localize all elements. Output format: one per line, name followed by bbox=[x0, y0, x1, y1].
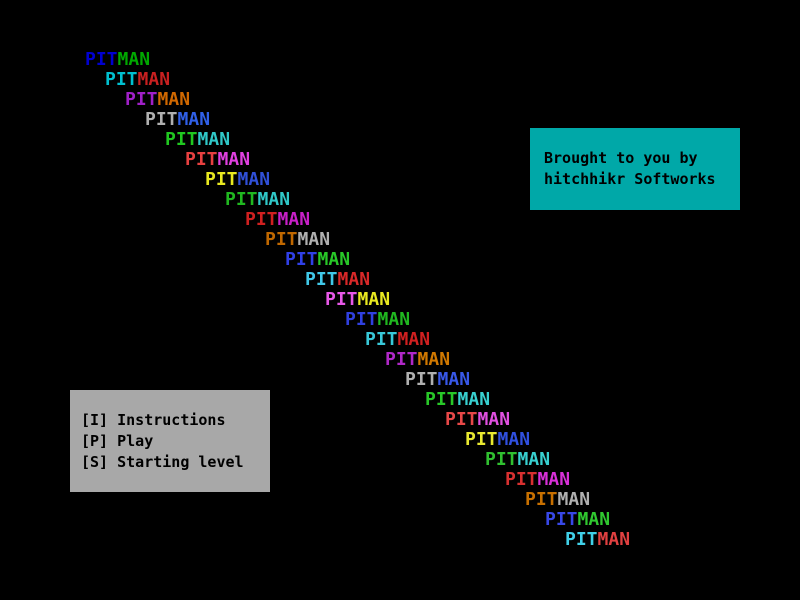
title-word-right: MAN bbox=[477, 409, 511, 430]
title-word: PITMAN bbox=[145, 111, 210, 129]
title-word-left: PIT bbox=[305, 269, 338, 290]
title-word: PITMAN bbox=[245, 211, 310, 229]
title-word-left: PIT bbox=[365, 329, 398, 350]
title-word-right: MAN bbox=[177, 109, 211, 130]
title-word-left: PIT bbox=[225, 189, 258, 210]
credit-line-1: Brought to you by bbox=[544, 149, 698, 167]
title-word: PITMAN bbox=[525, 491, 590, 509]
title-word-left: PIT bbox=[205, 169, 238, 190]
title-word-left: PIT bbox=[165, 129, 198, 150]
title-word: PITMAN bbox=[85, 51, 150, 69]
title-word-right: MAN bbox=[537, 469, 571, 490]
title-word-left: PIT bbox=[385, 349, 418, 370]
title-word-right: MAN bbox=[117, 49, 151, 70]
title-word-right: MAN bbox=[437, 369, 471, 390]
menu-item-instructions[interactable]: [I] Instructions bbox=[81, 411, 226, 429]
title-word-left: PIT bbox=[85, 49, 118, 70]
title-word: PITMAN bbox=[485, 451, 550, 469]
title-word: PITMAN bbox=[305, 271, 370, 289]
title-word-right: MAN bbox=[557, 489, 591, 510]
title-word-right: MAN bbox=[597, 529, 631, 550]
title-word-left: PIT bbox=[505, 469, 538, 490]
title-word: PITMAN bbox=[285, 251, 350, 269]
title-word-right: MAN bbox=[397, 329, 431, 350]
title-word-right: MAN bbox=[217, 149, 251, 170]
title-word-right: MAN bbox=[377, 309, 411, 330]
title-word: PITMAN bbox=[465, 431, 530, 449]
title-word-left: PIT bbox=[425, 389, 458, 410]
title-word: PITMAN bbox=[325, 291, 390, 309]
title-word-left: PIT bbox=[265, 229, 298, 250]
title-word-right: MAN bbox=[357, 289, 391, 310]
credit-line-2: hitchhikr Softworks bbox=[544, 170, 716, 188]
title-word: PITMAN bbox=[445, 411, 510, 429]
title-word-right: MAN bbox=[497, 429, 531, 450]
title-word: PITMAN bbox=[265, 231, 330, 249]
title-word-left: PIT bbox=[405, 369, 438, 390]
title-word: PITMAN bbox=[105, 71, 170, 89]
title-word: PITMAN bbox=[545, 511, 610, 529]
title-word: PITMAN bbox=[165, 131, 230, 149]
title-word-left: PIT bbox=[185, 149, 218, 170]
title-word-left: PIT bbox=[565, 529, 598, 550]
title-word: PITMAN bbox=[225, 191, 290, 209]
title-word-right: MAN bbox=[197, 129, 231, 150]
title-word-right: MAN bbox=[317, 249, 351, 270]
title-word: PITMAN bbox=[205, 171, 270, 189]
title-word: PITMAN bbox=[385, 351, 450, 369]
title-word-left: PIT bbox=[345, 309, 378, 330]
title-word-left: PIT bbox=[465, 429, 498, 450]
title-word-right: MAN bbox=[577, 509, 611, 530]
menu-item-play[interactable]: [P] Play bbox=[81, 432, 154, 450]
title-word-left: PIT bbox=[245, 209, 278, 230]
title-word-right: MAN bbox=[157, 89, 191, 110]
title-word-left: PIT bbox=[545, 509, 578, 530]
title-word-left: PIT bbox=[285, 249, 318, 270]
menu-item-starting-level[interactable]: [S] Starting level bbox=[81, 453, 244, 471]
title-word: PITMAN bbox=[125, 91, 190, 109]
title-word-right: MAN bbox=[457, 389, 491, 410]
title-word: PITMAN bbox=[565, 531, 630, 549]
title-word-left: PIT bbox=[445, 409, 478, 430]
title-word-left: PIT bbox=[525, 489, 558, 510]
title-word-left: PIT bbox=[105, 69, 138, 90]
title-word-left: PIT bbox=[145, 109, 178, 130]
title-word: PITMAN bbox=[345, 311, 410, 329]
title-word-right: MAN bbox=[257, 189, 291, 210]
title-word-left: PIT bbox=[125, 89, 158, 110]
title-word-left: PIT bbox=[325, 289, 358, 310]
title-word-right: MAN bbox=[137, 69, 171, 90]
title-word-left: PIT bbox=[485, 449, 518, 470]
title-word: PITMAN bbox=[365, 331, 430, 349]
title-word-right: MAN bbox=[237, 169, 271, 190]
title-word: PITMAN bbox=[185, 151, 250, 169]
title-word-right: MAN bbox=[517, 449, 551, 470]
title-word: PITMAN bbox=[405, 371, 470, 389]
title-word-right: MAN bbox=[297, 229, 331, 250]
title-word: PITMAN bbox=[505, 471, 570, 489]
title-word-right: MAN bbox=[337, 269, 371, 290]
credit-box: Brought to you by hitchhikr Softworks bbox=[530, 128, 740, 210]
menu-box: [I] Instructions [P] Play [S] Starting l… bbox=[70, 390, 270, 492]
title-word-right: MAN bbox=[417, 349, 451, 370]
title-word-right: MAN bbox=[277, 209, 311, 230]
title-word: PITMAN bbox=[425, 391, 490, 409]
